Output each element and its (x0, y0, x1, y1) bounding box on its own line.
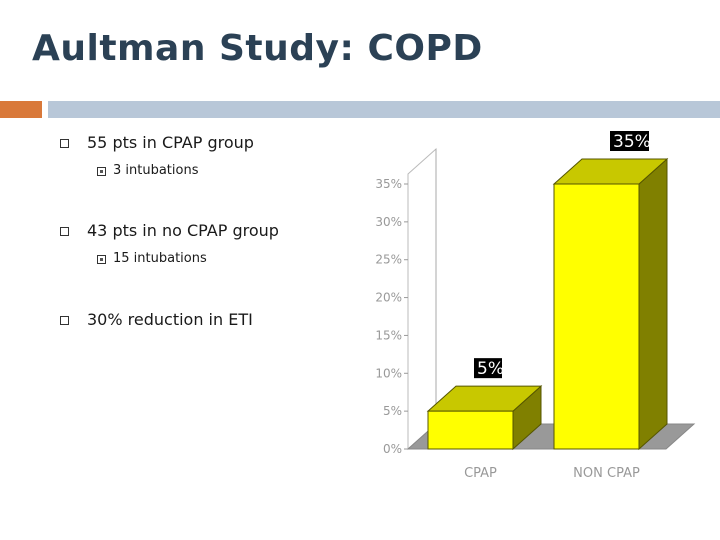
side-wall (407, 147, 437, 451)
y-tick-label: 15% (375, 328, 402, 342)
data-label: 5% (477, 359, 504, 379)
bullet-1: 55 pts in CPAP group (87, 133, 254, 152)
bullet-marker (60, 139, 69, 148)
data-label: 35% (613, 132, 651, 152)
sub-bullet-2: 15 intubations (113, 251, 207, 266)
bullet-marker (60, 316, 69, 325)
category-label: NON CPAP (573, 466, 640, 481)
bar (553, 183, 640, 450)
y-tick-label: 5% (383, 404, 402, 418)
bullet-3: 30% reduction in ETI (87, 310, 253, 329)
y-tick-label: 30% (375, 215, 402, 229)
y-tick-label: 25% (375, 253, 402, 267)
title-rule-accent (0, 101, 42, 118)
sub-bullet-1: 3 intubations (113, 163, 199, 178)
y-tick-label: 0% (383, 442, 402, 456)
bar (427, 410, 514, 450)
sub-bullet-marker (97, 255, 106, 264)
slide-title: Aultman Study: COPD (32, 28, 483, 69)
sub-bullet-marker (97, 167, 106, 176)
category-label: CPAP (464, 466, 497, 481)
data-label-bg (474, 358, 502, 379)
y-tick-label: 10% (375, 366, 402, 380)
y-tick-label: 35% (375, 177, 402, 191)
bullet-2: 43 pts in no CPAP group (87, 221, 279, 240)
y-tick-label: 20% (375, 291, 402, 305)
bullet-marker (60, 227, 69, 236)
bar-side (638, 157, 668, 451)
title-rule (48, 101, 720, 118)
data-label-bg (610, 131, 649, 151)
